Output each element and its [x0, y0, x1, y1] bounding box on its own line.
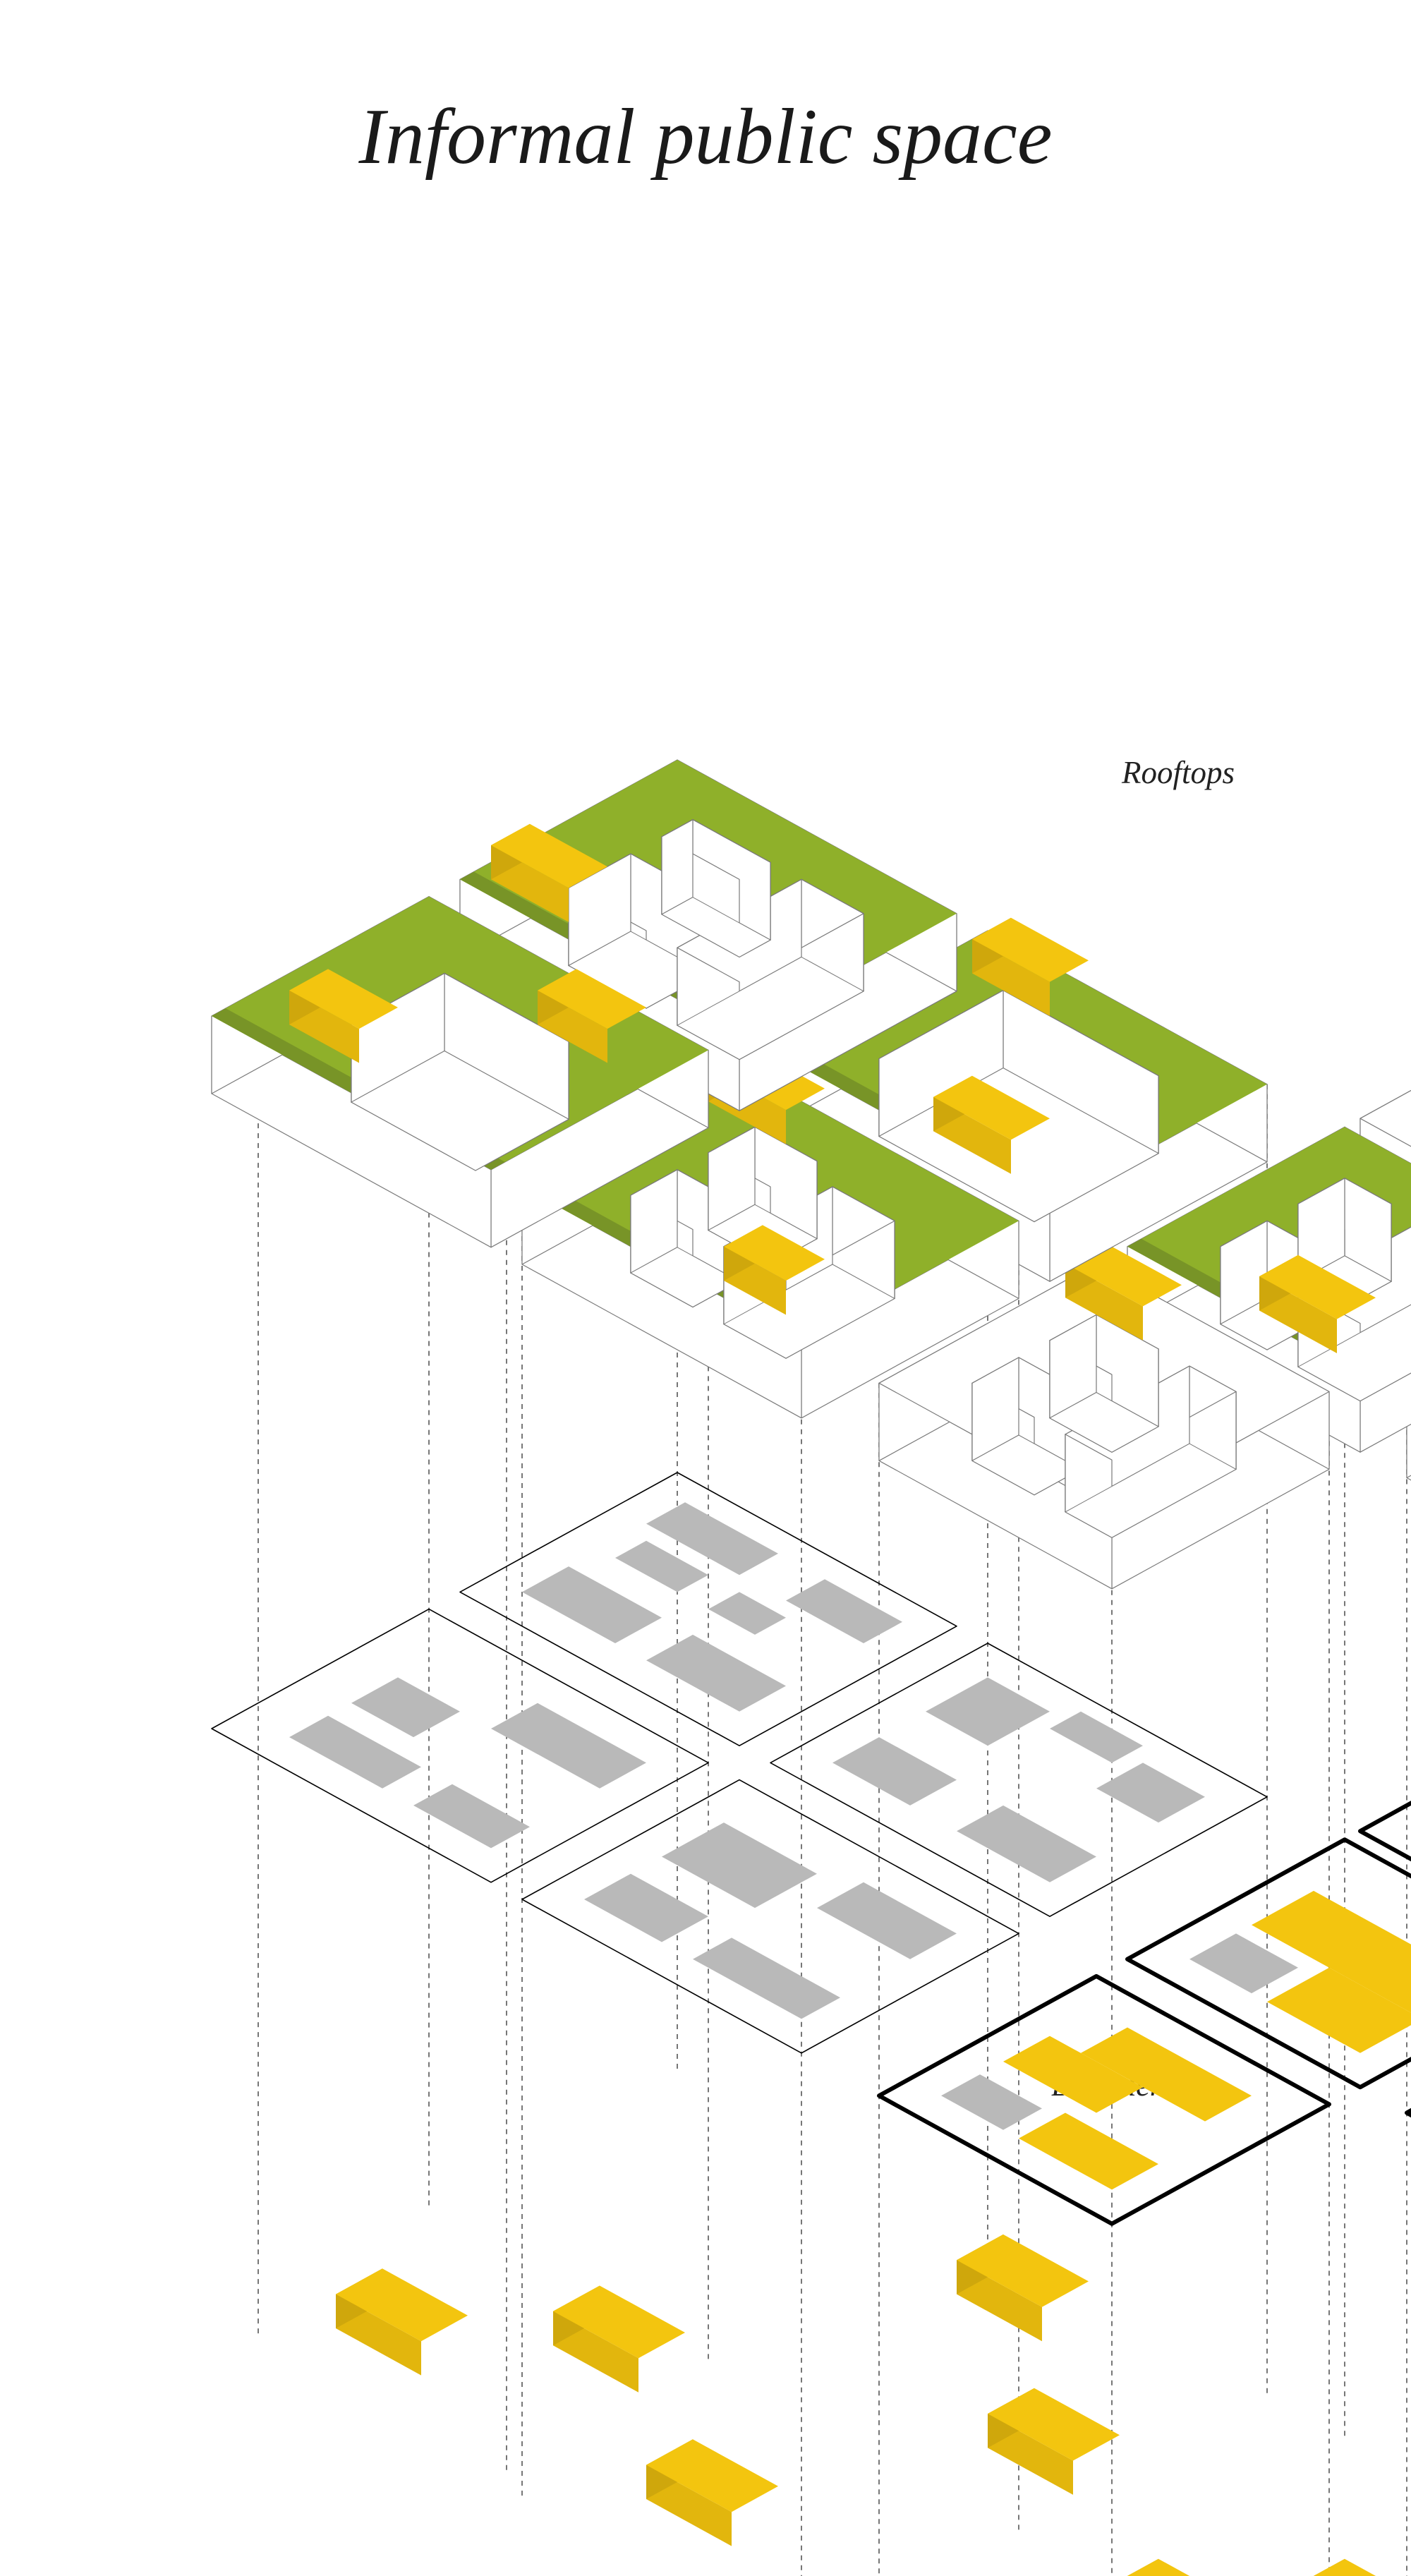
- courtyard-A1-grey-1: [413, 1784, 530, 1849]
- basement-box-5-top: [1112, 2559, 1244, 2576]
- courtyard-B1-yellow-0: [1019, 2113, 1158, 2190]
- courtyard-B1-grey-0: [941, 2074, 1042, 2130]
- basement-box-0: [336, 2268, 468, 2375]
- layer-basements: [336, 2235, 1411, 2576]
- courtyard-A4-grey-1: [957, 1806, 1096, 1882]
- courtyard-A3-grey-0: [522, 1566, 662, 1643]
- courtyard-block-A1: [212, 1609, 708, 1882]
- exploded-axon-diagram: [0, 0, 1411, 2576]
- courtyard-A4-grey-0: [832, 1737, 957, 1806]
- courtyard-A4-grey-2: [926, 1677, 1050, 1746]
- basement-box-2: [646, 2439, 778, 2546]
- basement-box-3: [957, 2235, 1089, 2341]
- layer-courtyards: [212, 1473, 1411, 2258]
- basement-box-1: [553, 2286, 685, 2393]
- basement-box-4: [988, 2388, 1120, 2495]
- courtyard-A3-grey-1: [646, 1635, 786, 1712]
- courtyard-block-A2: [522, 1780, 1019, 2053]
- basement-box-5: [1112, 2559, 1244, 2576]
- basement-box-6-top: [1298, 2559, 1411, 2576]
- courtyard-A1-grey-2: [351, 1677, 460, 1737]
- courtyard-A2-grey-1: [693, 1937, 840, 2019]
- courtyard-block-C1: [1407, 2010, 1411, 2258]
- layer-rooftops: [212, 760, 1411, 1623]
- courtyard-A3-grey-3: [708, 1592, 786, 1635]
- courtyard-A4-grey-4: [1050, 1712, 1143, 1763]
- courtyard-A2-grey-0: [584, 1874, 708, 1942]
- courtyard-A2-grey-2: [662, 1822, 817, 1908]
- courtyard-B2-grey-0: [1189, 1933, 1298, 1993]
- basement-box-6: [1298, 2559, 1411, 2576]
- courtyard-A3-grey-5: [786, 1579, 902, 1643]
- courtyard-A2-grey-3: [817, 1882, 957, 1959]
- courtyard-A4-grey-3: [1096, 1762, 1205, 1822]
